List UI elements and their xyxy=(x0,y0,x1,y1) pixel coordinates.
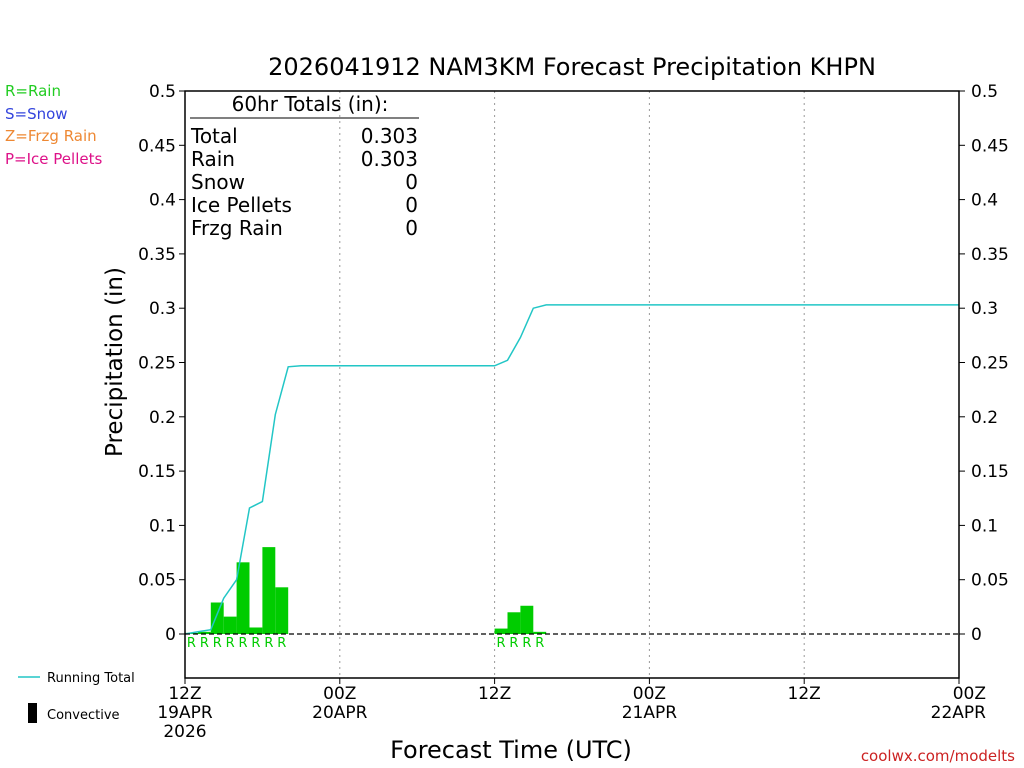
totals-label-ice-pellets: Ice Pellets xyxy=(191,193,292,217)
bars-group xyxy=(185,547,547,634)
x-tick-label-3-line2: 21APR xyxy=(622,703,678,723)
x-tick-label-5-line1: 00Z xyxy=(953,684,986,704)
x-tick-label-5-line2: 22APR xyxy=(931,703,987,723)
y-tick-label-right-0: 0 xyxy=(971,625,982,645)
x-tick-label-0-line2: 19APR xyxy=(157,703,213,723)
precip-bar-label-6: R xyxy=(264,636,273,651)
y-tick-label-right-4: 0.2 xyxy=(971,408,998,428)
gridlines xyxy=(339,91,805,678)
running-total-group xyxy=(184,304,959,635)
totals-box: 60hr Totals (in): Total 0.303 Rain 0.303… xyxy=(190,92,419,240)
y-tick-label-left-2: 0.1 xyxy=(149,516,176,536)
totals-label-rain: Rain xyxy=(191,147,235,171)
precip-bar-label-4: R xyxy=(239,636,248,651)
series-legend: Running Total Convective xyxy=(18,671,135,723)
totals-header: 60hr Totals (in): xyxy=(232,92,389,116)
totals-value-rain: 0.303 xyxy=(361,147,418,171)
running-total-legend-label: Running Total xyxy=(47,671,135,686)
y-axis-label: Precipitation (in) xyxy=(102,267,128,457)
plot-frame xyxy=(184,90,960,679)
precip-bar-label-1: R xyxy=(200,636,209,651)
precip-bar-label-10: R xyxy=(522,636,531,651)
precip-bar-11 xyxy=(533,631,547,634)
totals-label-total: Total xyxy=(190,124,238,148)
legend-frzg-rain: Z=Frzg Rain xyxy=(5,127,97,145)
convective-legend-swatch xyxy=(28,703,37,723)
y-tick-label-right-9: 0.45 xyxy=(971,136,1009,156)
x-axis-label: Forecast Time (UTC) xyxy=(390,736,632,764)
precip-bar-label-2: R xyxy=(213,636,222,651)
precip-bar-10 xyxy=(520,605,534,634)
precip-bar-7 xyxy=(275,587,289,634)
precip-bar-4 xyxy=(236,562,250,634)
totals-label-frzg-rain: Frzg Rain xyxy=(191,216,283,240)
precip-bar-6 xyxy=(262,547,276,634)
totals-label-snow: Snow xyxy=(191,170,245,194)
x-tick-label-3-line1: 00Z xyxy=(633,684,666,704)
y-tick-label-right-1: 0.05 xyxy=(971,571,1009,591)
y-tick-label-left-7: 0.35 xyxy=(138,245,176,265)
precip-bar-label-3: R xyxy=(226,636,235,651)
x-tick-label-1-line2: 20APR xyxy=(312,703,368,723)
chart-title: 2026041912 NAM3KM Forecast Precipitation… xyxy=(268,53,876,81)
totals-value-snow: 0 xyxy=(405,170,418,194)
y-tick-label-left-1: 0.05 xyxy=(138,571,176,591)
y-tick-label-left-8: 0.4 xyxy=(149,191,176,211)
x-tick-label-0-line3: 2026 xyxy=(163,722,206,742)
y-tick-label-right-8: 0.4 xyxy=(971,191,998,211)
watermark: coolwx.com/modelts xyxy=(861,747,1015,765)
precip-bar-3 xyxy=(223,616,237,634)
y-tick-label-right-5: 0.25 xyxy=(971,354,1009,374)
y-tick-label-right-10: 0.5 xyxy=(971,82,998,102)
totals-value-frzg-rain: 0 xyxy=(405,216,418,240)
totals-value-ice-pellets: 0 xyxy=(405,193,418,217)
y-tick-label-right-3: 0.15 xyxy=(971,462,1009,482)
precip-bar-8 xyxy=(494,628,508,634)
legend-snow: S=Snow xyxy=(5,105,68,123)
x-tick-label-0-line1: 12Z xyxy=(168,684,201,704)
precip-bar-9 xyxy=(507,612,521,634)
y-tick-label-left-3: 0.15 xyxy=(138,462,176,482)
precip-bar-label-9: R xyxy=(509,636,518,651)
precip-bar-5 xyxy=(249,627,263,634)
precip-bar-label-5: R xyxy=(251,636,260,651)
convective-legend-label: Convective xyxy=(47,708,120,723)
precip-bar-label-7: R xyxy=(277,636,286,651)
y-tick-label-left-5: 0.25 xyxy=(138,354,176,374)
y-tick-label-right-2: 0.1 xyxy=(971,516,998,536)
y-tick-label-right-7: 0.35 xyxy=(971,245,1009,265)
y-tick-label-left-0: 0 xyxy=(165,625,176,645)
y-tick-label-right-6: 0.3 xyxy=(971,299,998,319)
precip-bar-2 xyxy=(210,602,224,634)
precip-bar-1 xyxy=(197,631,211,634)
x-tick-label-2-line1: 12Z xyxy=(478,684,511,704)
legend-ice-pellets: P=Ice Pellets xyxy=(5,150,102,168)
x-tick-label-4-line1: 12Z xyxy=(788,684,821,704)
precip-type-legend: R=Rain S=Snow Z=Frzg Rain P=Ice Pellets xyxy=(5,82,102,168)
y-tick-label-left-4: 0.2 xyxy=(149,408,176,428)
precip-bar-label-11: R xyxy=(535,636,544,651)
x-tick-label-1-line1: 00Z xyxy=(323,684,356,704)
running-total-line xyxy=(184,304,959,635)
y-tick-label-left-6: 0.3 xyxy=(149,299,176,319)
y-tick-label-left-10: 0.5 xyxy=(149,82,176,102)
totals-value-total: 0.303 xyxy=(361,124,418,148)
y-axis-ticks: 0 00.05 0.050.1 0.10.15 0.150.2 0.20.25 0.250.… xyxy=(138,82,1009,645)
precip-bar-label-8: R xyxy=(497,636,506,651)
y-tick-label-left-9: 0.45 xyxy=(138,136,176,156)
precip-bar-label-0: R xyxy=(187,636,196,651)
legend-rain: R=Rain xyxy=(5,82,61,100)
